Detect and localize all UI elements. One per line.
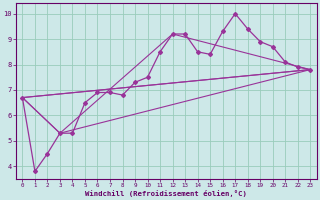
- X-axis label: Windchill (Refroidissement éolien,°C): Windchill (Refroidissement éolien,°C): [85, 190, 247, 197]
